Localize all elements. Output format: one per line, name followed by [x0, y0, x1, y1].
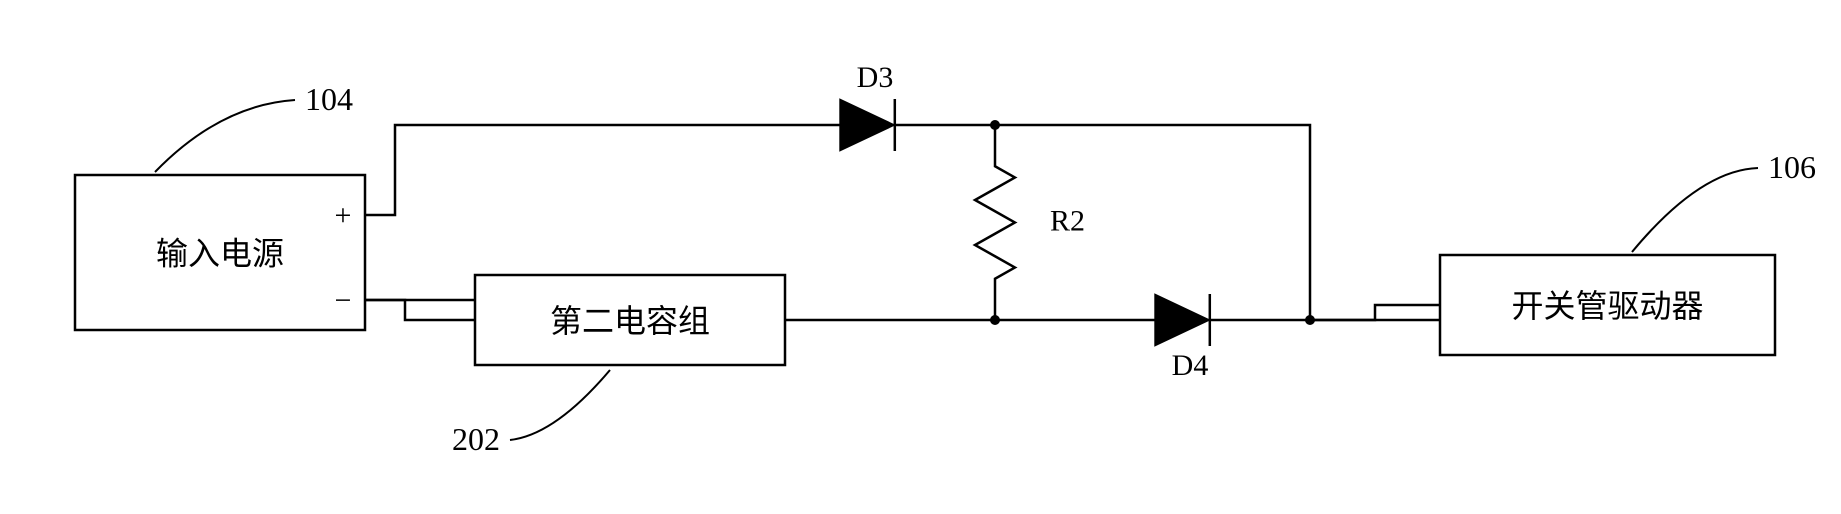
node-top-right	[990, 120, 1000, 130]
d4-label: D4	[1172, 349, 1209, 382]
ref-106-leader	[1632, 168, 1758, 252]
minus-sign: −	[335, 284, 352, 317]
resistor-r2	[975, 155, 1015, 290]
cap-group-label: 第二电容组	[550, 303, 710, 339]
input-power-label: 输入电源	[156, 236, 284, 272]
node-bottom-left	[990, 315, 1000, 325]
wire-merge-to-driver-jog	[1310, 305, 1440, 320]
plus-sign: +	[335, 199, 352, 232]
diode-d3-triangle	[840, 99, 895, 151]
ref-104-leader	[155, 100, 295, 172]
driver-label: 开关管驱动器	[1511, 288, 1703, 324]
wire-top-to-merge	[995, 125, 1310, 320]
wire-minus-to-cap-jog	[365, 300, 475, 320]
ref-106-refnum: 106	[1768, 149, 1816, 185]
node-merge	[1305, 315, 1315, 325]
ref-202-refnum: 202	[452, 421, 500, 457]
wire-plus-to-d3	[365, 125, 820, 215]
d3-label: D3	[857, 61, 894, 94]
ref-202-leader	[510, 370, 610, 440]
ref-104-refnum: 104	[305, 81, 353, 117]
diode-d4-triangle	[1155, 294, 1210, 346]
r2-label: R2	[1050, 205, 1085, 238]
